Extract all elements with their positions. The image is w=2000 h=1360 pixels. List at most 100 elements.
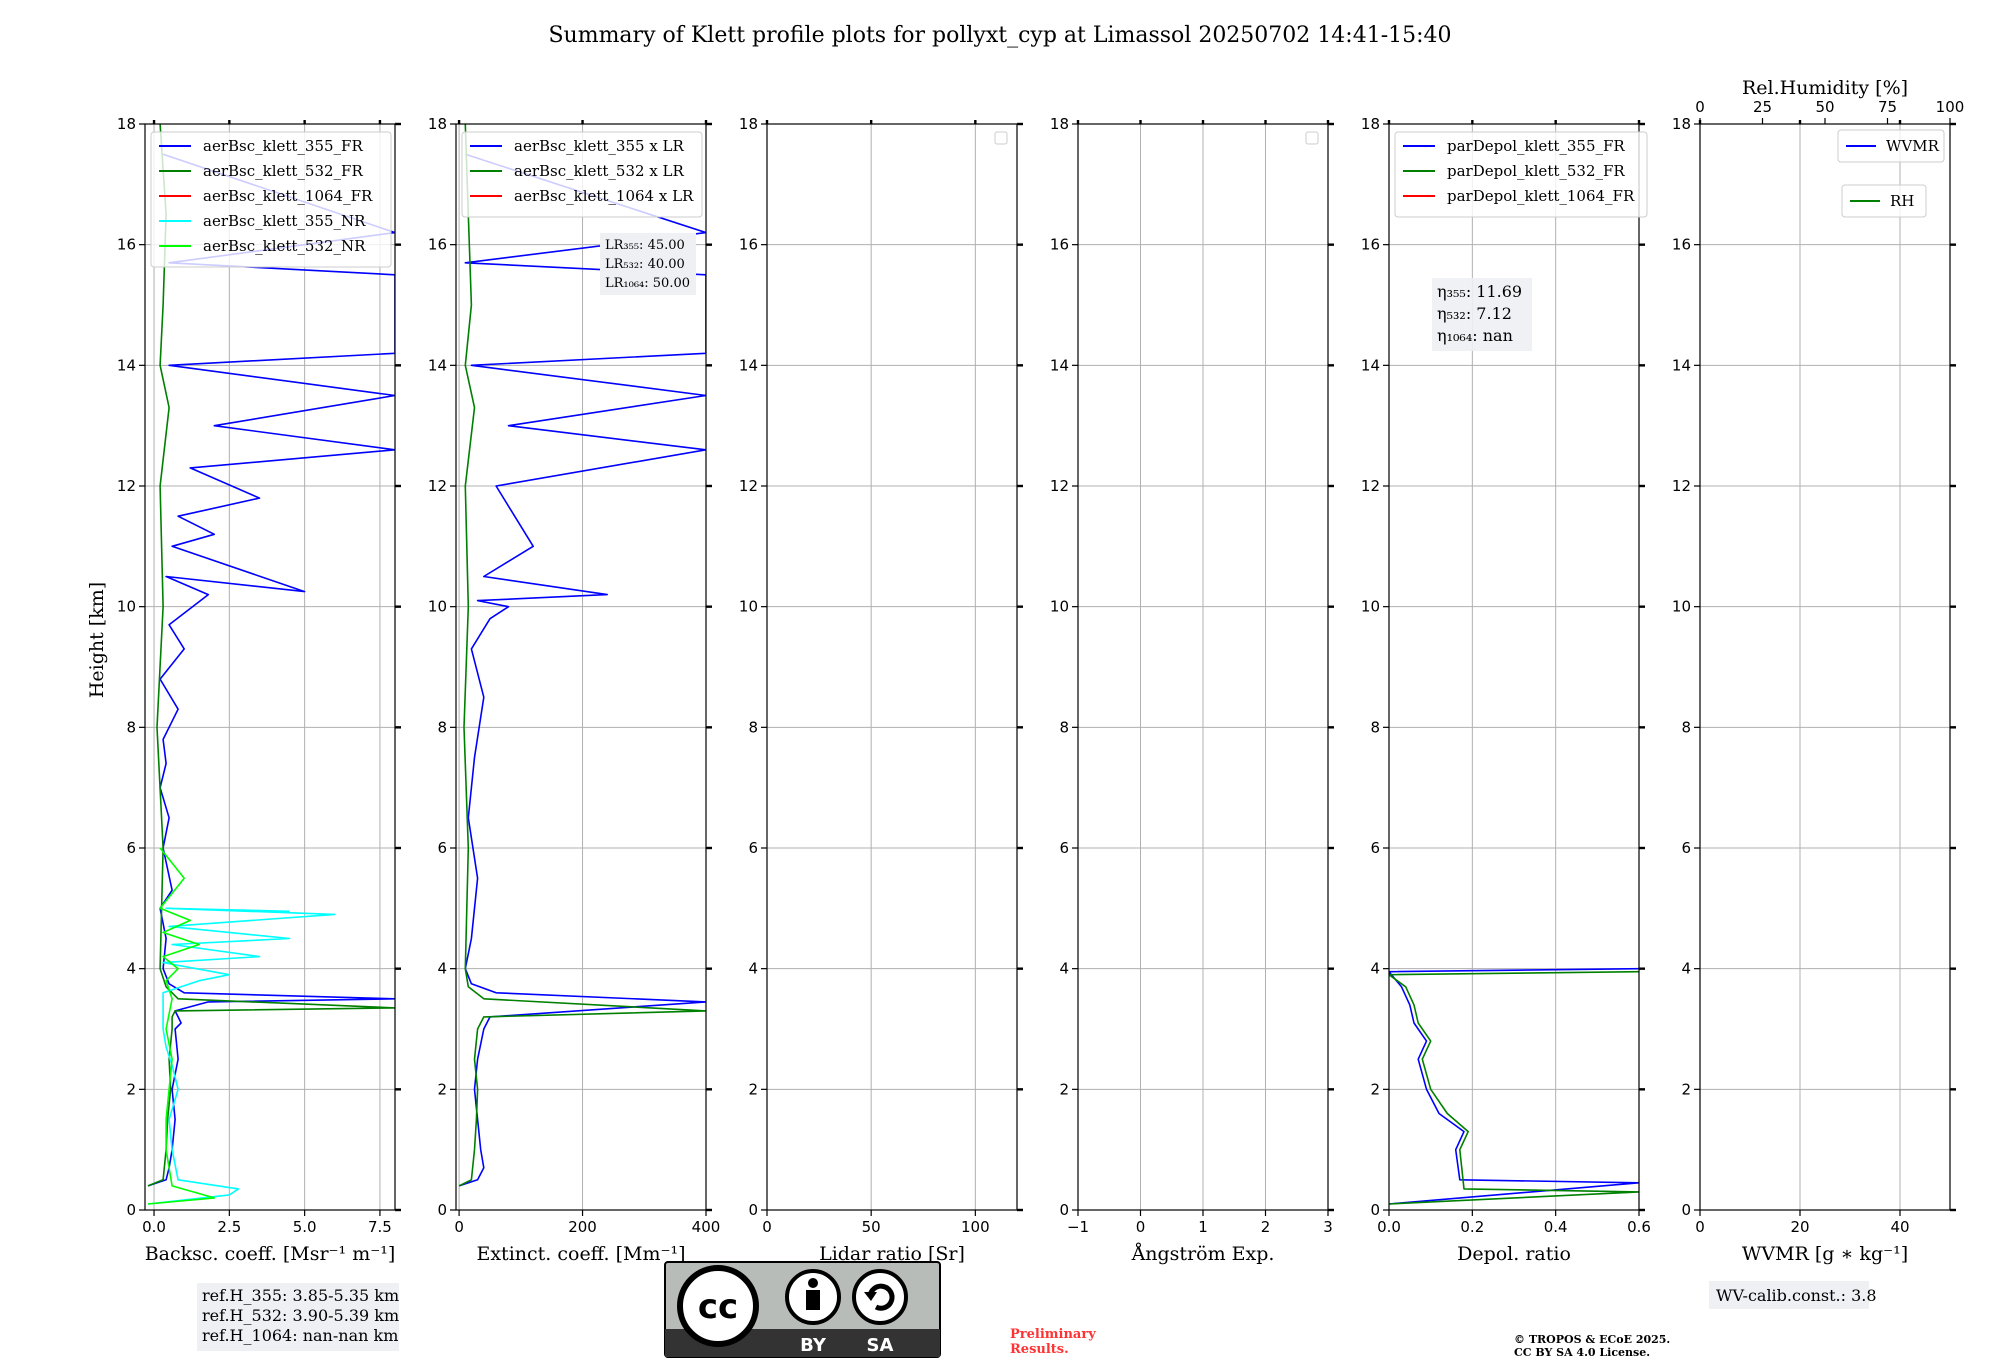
y-tick-label: 0 [1370, 1201, 1380, 1219]
legend-label: aerBsc_klett_355 x LR [514, 137, 685, 155]
y-tick-label: 10 [1361, 598, 1380, 616]
legend-label: aerBsc_klett_532_FR [203, 162, 363, 180]
series-line-aerBsc_klett_355_NR [147, 907, 336, 1205]
copyright-line2: CC BY SA 4.0 License. [1514, 1346, 1650, 1359]
copyright-line1: © TROPOS & ECoE 2025. [1514, 1333, 1670, 1346]
note-box [1709, 1281, 1869, 1309]
y-tick-label: 8 [126, 718, 136, 736]
note-text: η₃₅₅: 11.69 [1437, 282, 1522, 301]
x-axis-label: WVMR [g ∗ kg⁻¹] [1742, 1243, 1908, 1265]
note-box [600, 233, 696, 295]
y-tick-label: 4 [1681, 960, 1691, 978]
x-axis-label: Backsc. coeff. [Msr⁻¹ m⁻¹] [145, 1243, 396, 1265]
x-tick-label: 40 [1890, 1218, 1909, 1236]
y-tick-label: 2 [748, 1080, 758, 1098]
y-tick-label: 6 [1681, 839, 1691, 857]
x-tick-label: 0.6 [1627, 1218, 1651, 1236]
badge-by-label: BY [800, 1335, 827, 1356]
y-tick-label: 10 [1672, 598, 1691, 616]
empty-legend-box [1305, 131, 1319, 145]
badge-sa-label: SA [867, 1335, 894, 1356]
preliminary-text-line2: Results. [1010, 1342, 1069, 1357]
note-text: LR₁₀₆₄: 50.00 [605, 276, 690, 291]
legend-label: RH [1890, 192, 1914, 210]
panel-3: 0 2 4 6 8 10 12 14 16 18 0 50 100 Lidar ratio [Sr] [739, 115, 1023, 1265]
note-box [1432, 278, 1532, 351]
x-tick-label: −1 [1067, 1218, 1089, 1236]
y-tick-label: 4 [1370, 960, 1380, 978]
series-line-aerBsc_klett_355 x LR [458, 153, 706, 1187]
y-tick-label: 6 [437, 839, 447, 857]
y-tick-label: 12 [1361, 477, 1380, 495]
note-box [197, 1283, 399, 1351]
legend-label: aerBsc_klett_1064_FR [203, 187, 373, 205]
legend-label: parDepol_klett_1064_FR [1447, 187, 1635, 205]
plot-frame [1699, 123, 1951, 1211]
x-tick-label: 2 [1261, 1218, 1271, 1236]
y-tick-label: 14 [428, 356, 447, 374]
y-tick-label: 14 [1050, 356, 1069, 374]
panel-2: 0 2 4 6 8 10 12 14 16 18 0 200 400 Extinct. coeff. [M… [428, 115, 720, 1265]
y-tick-label: 14 [1672, 356, 1691, 374]
y-tick-label: 16 [739, 236, 758, 254]
y-tick-label: 6 [1059, 839, 1069, 857]
y-tick-label: 10 [739, 598, 758, 616]
x-tick-label: 0.0 [142, 1218, 166, 1236]
y-tick-label: 2 [1681, 1080, 1691, 1098]
series-group [1389, 967, 1639, 1205]
y-tick-label: 12 [428, 477, 447, 495]
y-tick-label: 8 [1059, 718, 1069, 736]
series-line-parDepol_klett_355_FR [1389, 967, 1639, 1205]
top-axis-label: Rel.Humidity [%] [1742, 77, 1908, 99]
x-tick-label: 0 [1695, 1218, 1705, 1236]
x-tick-label: 0.4 [1544, 1218, 1568, 1236]
legend-label: WVMR [1886, 137, 1940, 155]
note-text: η₅₃₂: 7.12 [1437, 304, 1512, 323]
y-tick-label: 0 [748, 1201, 758, 1219]
x-tick-label: 100 [961, 1218, 990, 1236]
series-group [458, 124, 706, 1187]
y-tick-label: 10 [428, 598, 447, 616]
y-tick-label: 14 [117, 356, 136, 374]
chart-title: Summary of Klett profile plots for polly… [548, 23, 1451, 48]
x-tick-label: 5.0 [293, 1218, 317, 1236]
legend-label: aerBsc_klett_355_NR [203, 212, 366, 230]
y-tick-label: 0 [1681, 1201, 1691, 1219]
y-tick-label: 12 [1672, 477, 1691, 495]
y-tick-label: 14 [739, 356, 758, 374]
series-line-aerBsc_klett_355_FR [147, 153, 395, 1187]
y-tick-label: 8 [1370, 718, 1380, 736]
y-tick-label: 18 [1050, 115, 1069, 133]
x-tick-label: 0.2 [1460, 1218, 1484, 1236]
panel-1: 0 2 4 6 8 10 12 14 16 18 0.0 2.5 5.0 7.5 Backsc. coeff… [117, 115, 401, 1351]
plot-frame [144, 123, 396, 1211]
y-axis-label: Height [km] [86, 582, 108, 698]
y-tick-label: 0 [1059, 1201, 1069, 1219]
plot-frame [455, 123, 707, 1211]
y-tick-label: 8 [1681, 718, 1691, 736]
x-tick-label: 0.0 [1377, 1218, 1401, 1236]
legend-box [1837, 129, 1945, 163]
legend-label: aerBsc_klett_355_FR [203, 137, 363, 155]
x-tick-label: 0 [1136, 1218, 1146, 1236]
top-tick-label: 100 [1936, 98, 1965, 116]
legend-label: aerBsc_klett_532 x LR [514, 162, 685, 180]
x-tick-label: 50 [862, 1218, 881, 1236]
svg-text:cc: cc [698, 1287, 738, 1327]
y-tick-label: 18 [428, 115, 447, 133]
y-tick-label: 16 [1361, 236, 1380, 254]
series-line-aerBsc_klett_532_FR [147, 124, 395, 1187]
y-tick-label: 8 [748, 718, 758, 736]
y-tick-label: 6 [1370, 839, 1380, 857]
x-tick-label: 1 [1198, 1218, 1208, 1236]
top-tick-label: 75 [1878, 98, 1897, 116]
y-tick-label: 0 [437, 1201, 447, 1219]
top-tick-label: 25 [1753, 98, 1772, 116]
y-tick-label: 2 [126, 1080, 136, 1098]
cc-license-badge: cc BY SA [664, 1261, 941, 1358]
empty-legend-box [994, 131, 1008, 145]
cc-icon [677, 1265, 759, 1347]
y-tick-label: 4 [437, 960, 447, 978]
